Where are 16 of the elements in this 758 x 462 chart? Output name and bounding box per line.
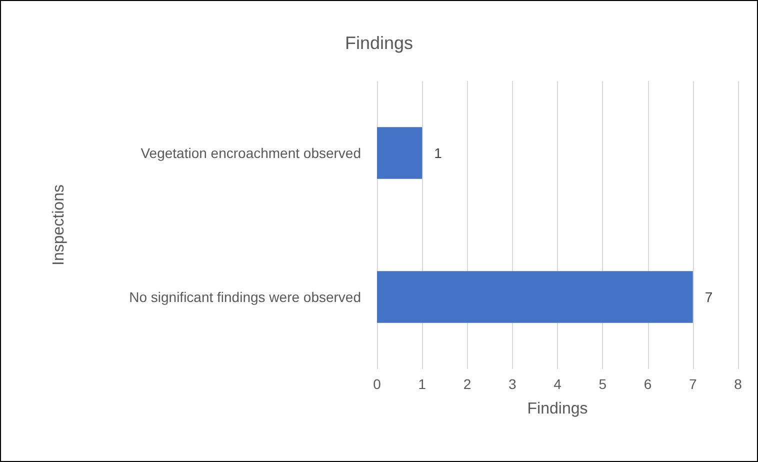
x-tick-label: 8	[734, 376, 742, 392]
x-tick-label: 2	[463, 376, 472, 392]
y-tick-label: Vegetation encroachment observed	[140, 145, 361, 161]
chart-title: Findings	[344, 33, 414, 53]
y-axis-title: Inspections	[50, 184, 68, 266]
data-label: 7	[704, 289, 713, 305]
x-tick-label: 4	[554, 376, 562, 392]
x-tick-label: 3	[508, 376, 516, 392]
x-tick-label: 1	[418, 376, 426, 392]
x-tick-label: 7	[688, 376, 697, 392]
data-label: 1	[434, 145, 442, 161]
y-tick-label: No significant findings were observed	[129, 289, 361, 305]
x-tick-label: 6	[644, 376, 652, 392]
x-tick-label: 5	[598, 376, 607, 392]
x-tick-label: 0	[373, 376, 382, 392]
x-axis-title: Findings	[527, 400, 588, 418]
